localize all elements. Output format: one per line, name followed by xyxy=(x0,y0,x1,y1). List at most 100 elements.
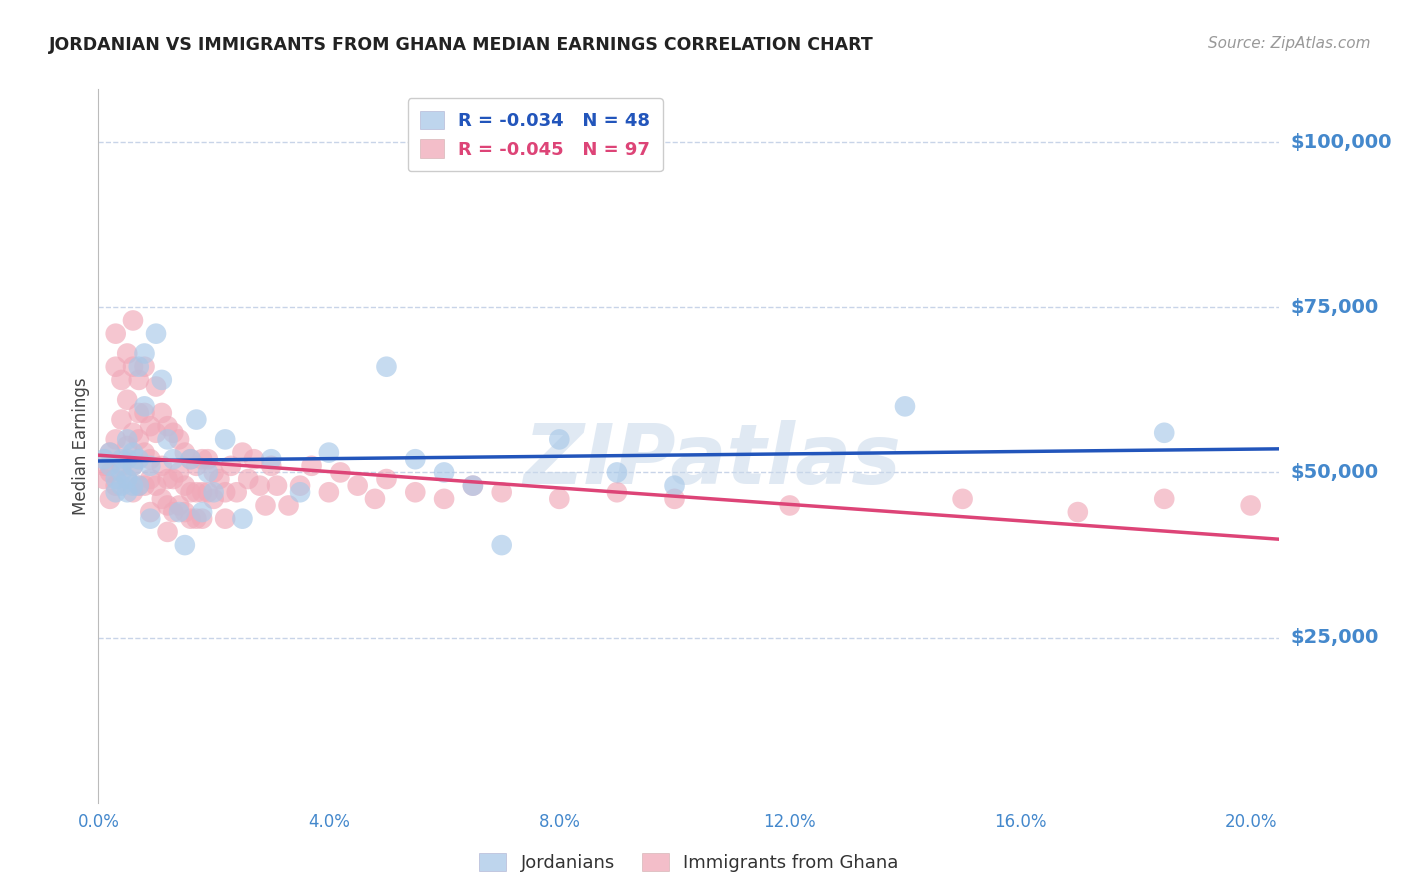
Text: $50,000: $50,000 xyxy=(1291,463,1379,482)
Point xyxy=(156,472,179,486)
Point xyxy=(214,433,236,447)
Point xyxy=(173,505,195,519)
Y-axis label: Median Earnings: Median Earnings xyxy=(72,377,90,515)
Point xyxy=(173,478,195,492)
Point xyxy=(277,499,299,513)
Point xyxy=(191,511,214,525)
Point xyxy=(208,472,231,486)
Point xyxy=(186,458,208,473)
Point xyxy=(260,458,283,473)
Point xyxy=(1240,499,1263,513)
Point xyxy=(115,439,138,453)
Legend: Jordanians, Immigrants from Ghana: Jordanians, Immigrants from Ghana xyxy=(472,846,905,880)
Text: $100,000: $100,000 xyxy=(1291,133,1392,152)
Point xyxy=(1153,425,1175,440)
Point xyxy=(122,313,145,327)
Point xyxy=(249,478,271,492)
Point xyxy=(128,373,150,387)
Point xyxy=(186,511,208,525)
Point xyxy=(375,359,398,374)
Point xyxy=(952,491,974,506)
Point xyxy=(346,478,368,492)
Point xyxy=(156,433,179,447)
Point xyxy=(150,491,173,506)
Point xyxy=(139,452,162,467)
Point xyxy=(134,478,156,492)
Point xyxy=(128,433,150,447)
Point xyxy=(197,452,219,467)
Point xyxy=(202,466,225,480)
Point xyxy=(139,505,162,519)
Text: Source: ZipAtlas.com: Source: ZipAtlas.com xyxy=(1208,36,1371,51)
Point xyxy=(93,472,115,486)
Point xyxy=(606,466,628,480)
Point xyxy=(433,466,456,480)
Point xyxy=(134,406,156,420)
Point xyxy=(104,485,127,500)
Point xyxy=(110,478,132,492)
Point xyxy=(202,485,225,500)
Point xyxy=(110,452,132,467)
Point xyxy=(115,485,138,500)
Point xyxy=(404,452,426,467)
Point xyxy=(150,458,173,473)
Point xyxy=(191,505,214,519)
Point xyxy=(104,433,127,447)
Point xyxy=(128,478,150,492)
Point xyxy=(139,458,162,473)
Point xyxy=(167,499,190,513)
Point xyxy=(180,452,202,467)
Point xyxy=(128,478,150,492)
Point xyxy=(606,485,628,500)
Point xyxy=(664,478,686,492)
Point xyxy=(134,359,156,374)
Point xyxy=(202,491,225,506)
Point xyxy=(110,466,132,480)
Point xyxy=(433,491,456,506)
Point xyxy=(145,478,167,492)
Point xyxy=(104,478,127,492)
Point xyxy=(110,458,132,473)
Text: JORDANIAN VS IMMIGRANTS FROM GHANA MEDIAN EARNINGS CORRELATION CHART: JORDANIAN VS IMMIGRANTS FROM GHANA MEDIA… xyxy=(49,36,875,54)
Point xyxy=(167,433,190,447)
Point xyxy=(779,499,801,513)
Point xyxy=(115,472,138,486)
Point xyxy=(104,472,127,486)
Point xyxy=(134,400,156,414)
Point xyxy=(318,485,340,500)
Point xyxy=(197,466,219,480)
Point xyxy=(288,485,311,500)
Point xyxy=(461,478,484,492)
Point xyxy=(145,379,167,393)
Point xyxy=(115,346,138,360)
Point xyxy=(122,485,145,500)
Point xyxy=(186,412,208,426)
Point xyxy=(231,511,253,525)
Point xyxy=(128,406,150,420)
Point xyxy=(122,359,145,374)
Point xyxy=(122,458,145,473)
Point xyxy=(115,472,138,486)
Point xyxy=(1067,505,1090,519)
Point xyxy=(98,491,121,506)
Point xyxy=(191,485,214,500)
Point xyxy=(93,458,115,473)
Point xyxy=(231,445,253,459)
Point xyxy=(98,466,121,480)
Point xyxy=(180,511,202,525)
Point xyxy=(145,326,167,341)
Point xyxy=(93,452,115,467)
Point xyxy=(491,538,513,552)
Point xyxy=(156,419,179,434)
Point xyxy=(186,485,208,500)
Point xyxy=(98,458,121,473)
Point xyxy=(162,472,184,486)
Point xyxy=(162,425,184,440)
Point xyxy=(404,485,426,500)
Point xyxy=(150,406,173,420)
Text: ZIPatlas: ZIPatlas xyxy=(523,420,901,500)
Point xyxy=(104,326,127,341)
Point xyxy=(128,452,150,467)
Point xyxy=(180,485,202,500)
Point xyxy=(139,419,162,434)
